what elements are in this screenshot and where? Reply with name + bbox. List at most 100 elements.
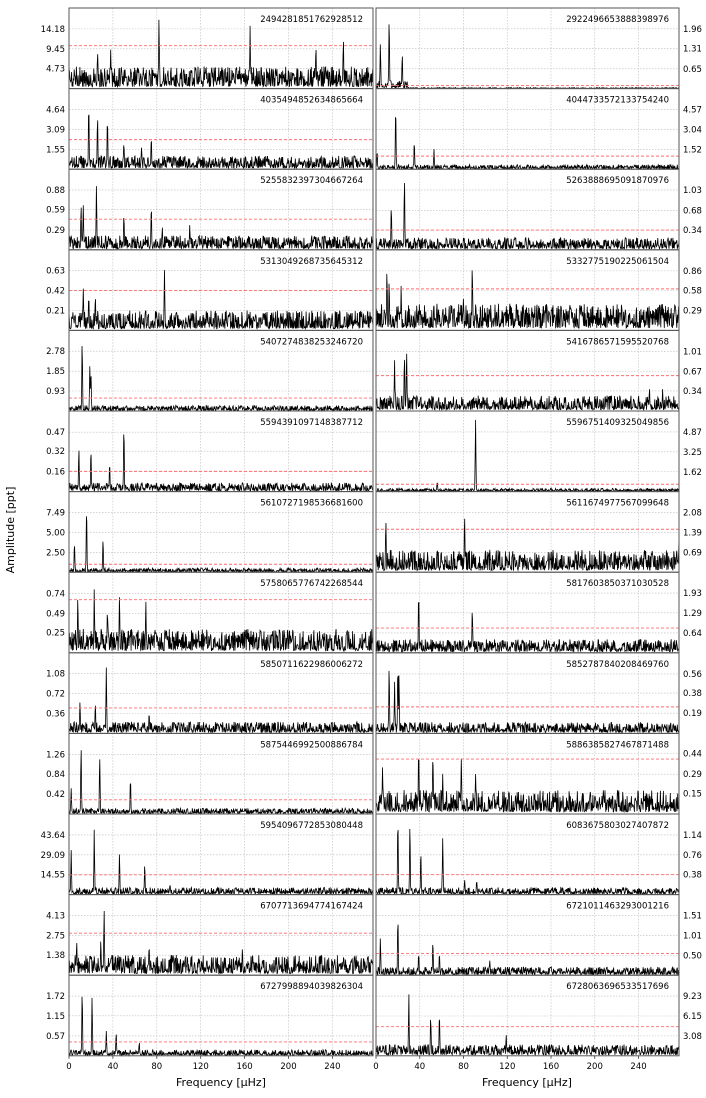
spectrum-line [68, 910, 374, 975]
panel: 0.93 1.85 2.78 5407274838253246720 [46, 329, 374, 412]
y-tick-label: 0.32 [46, 447, 65, 457]
y-tick-label: 0.15 [683, 789, 702, 799]
panel-source-id: 5594391097148387712 [260, 418, 363, 428]
y-tick-label: 5.00 [46, 528, 65, 538]
y-tick-label: 0.38 [683, 871, 702, 881]
y-tick-label: 0.72 [46, 690, 65, 700]
panel: 0.16 0.32 0.47 5594391097148387712 [46, 410, 374, 493]
y-tick-label: 0.38 [683, 689, 702, 699]
y-tick-label: 3.04 [683, 125, 702, 135]
spectrum-line [68, 750, 374, 815]
panel: 0.21 0.42 0.63 5313049268735645312 [46, 249, 374, 331]
panel: 1.52 3.04 4.57 4044733572133754240 [375, 88, 702, 171]
x-tick-label: 200 [280, 1062, 296, 1072]
y-tick-label: 2.08 [683, 509, 702, 519]
spectrum-line [68, 667, 374, 734]
panel-frame [375, 974, 680, 1057]
panel: 0.34 0.67 1.01 5416786571595520768 [375, 329, 702, 412]
y-tick-label: 1.01 [683, 347, 702, 357]
y-tick-label: 0.42 [46, 287, 65, 297]
x-tick-label: 240 [630, 1062, 646, 1072]
spectrum-line [375, 419, 680, 493]
spectrum-line [68, 114, 374, 170]
spectrum-line [375, 353, 680, 412]
x-tick-label: 0 [373, 1062, 378, 1072]
panel: 0.64 1.29 1.93 5817603850371030528 [375, 571, 702, 654]
panel-source-id: 5817603850371030528 [566, 579, 669, 589]
panel-source-id: 6707713694774167424 [260, 902, 363, 912]
panel: 0.69 1.39 2.08 5611674977567099648 [375, 491, 702, 573]
y-tick-label: 3.08 [683, 1032, 702, 1042]
spectrum-line [376, 24, 680, 90]
x-axes: 0 40 80 120 160 200 240 0 40 80 120 160 200 240 [66, 1055, 647, 1072]
y-tick-label: 2.75 [46, 931, 65, 941]
y-tick-label: 29.09 [41, 851, 65, 861]
panel: 1.62 3.25 4.87 5596751409325049856 [375, 410, 702, 493]
spectrum-line [68, 516, 374, 574]
y-tick-label: 0.29 [683, 306, 702, 316]
y-tick-label: 3.25 [683, 448, 702, 458]
panel: 0.15 0.29 0.44 5886385827467871488 [375, 732, 702, 815]
x-tick-label: 80 [151, 1062, 162, 1072]
y-tick-label: 1.38 [46, 951, 65, 961]
y-tick-label: 0.44 [683, 750, 702, 760]
y-tick-label: 1.01 [683, 931, 702, 941]
spectrum-line [68, 434, 374, 493]
panel-source-id: 5850711622986006272 [260, 660, 363, 670]
y-tick-label: 9.45 [46, 45, 65, 55]
y-tick-label: 0.36 [46, 710, 65, 720]
spectrum-line [375, 924, 680, 977]
panel: 0.29 0.59 0.88 5255832397304667264 [46, 168, 374, 251]
y-tick-label: 4.57 [683, 105, 702, 115]
y-tick-label: 0.34 [683, 226, 702, 236]
y-tick-label: 3.09 [46, 125, 65, 135]
y-tick-label: 0.57 [46, 1032, 65, 1042]
panel: 14.55 29.09 43.64 5954096772853080448 [41, 813, 374, 896]
panel: 0.29 0.58 0.86 5332775190225061504 [375, 249, 702, 331]
panel: 1.55 3.09 4.64 4035494852634865664 [46, 88, 374, 170]
panel-source-id: 5610727198536681600 [260, 499, 363, 509]
spectrum-line [375, 518, 680, 572]
y-tick-label: 0.59 [46, 206, 65, 216]
y-tick-label: 1.14 [683, 831, 702, 841]
x-tick-label: 200 [587, 1062, 603, 1072]
y-tick-label: 0.29 [46, 226, 65, 236]
panel: 0.38 0.76 1.14 6083675803027407872 [375, 813, 702, 896]
y-tick-label: 1.39 [683, 528, 702, 538]
panel: 2.50 5.00 7.49 5610727198536681600 [46, 491, 374, 574]
y-tick-label: 4.64 [46, 106, 65, 116]
panel-source-id: 4044733572133754240 [566, 96, 669, 106]
y-tick-label: 0.49 [46, 609, 65, 619]
y-tick-label: 1.51 [683, 912, 702, 922]
panel-source-id: 5263888695091870976 [566, 176, 669, 186]
spectrum-line [68, 19, 374, 89]
panel: 3.08 6.15 9.23 6728063696533517696 [375, 974, 702, 1057]
spectrum-line [375, 758, 680, 814]
x-tick-label: 240 [324, 1062, 340, 1072]
y-tick-label: 0.69 [683, 548, 702, 558]
panel-source-id: 4035494852634865664 [260, 96, 363, 106]
panel: 0.25 0.49 0.74 5758065776742268544 [46, 571, 374, 654]
panel: 0.50 1.01 1.51 6721011463293001216 [375, 894, 702, 977]
y-tick-label: 1.72 [46, 992, 65, 1002]
panel-source-id: 5596751409325049856 [566, 418, 669, 428]
y-tick-label: 0.47 [46, 428, 65, 438]
y-tick-label: 0.29 [683, 770, 702, 780]
panel-source-id: 5886385827467871488 [566, 740, 669, 750]
y-tick-label: 0.63 [46, 267, 65, 277]
panel-source-id: 5875446992500886784 [260, 740, 363, 750]
y-tick-label: 1.55 [46, 145, 65, 155]
panel-source-id: 5255832397304667264 [260, 176, 363, 186]
spectrum-line [68, 186, 374, 251]
panel: 0.65 1.31 1.96 2922496653888398976 [375, 7, 702, 90]
panel-source-id: 5758065776742268544 [260, 579, 363, 589]
panel-source-id: 5954096772853080448 [260, 821, 363, 831]
x-axis-label-left: Frequency [μHz] [176, 1076, 266, 1089]
panel-source-id: 2922496653888398976 [566, 15, 669, 25]
spectrum-line [375, 670, 680, 734]
y-tick-label: 43.64 [41, 831, 65, 841]
y-tick-label: 6.15 [683, 1012, 702, 1022]
y-tick-label: 0.76 [683, 851, 702, 861]
x-tick-label: 0 [66, 1062, 71, 1072]
